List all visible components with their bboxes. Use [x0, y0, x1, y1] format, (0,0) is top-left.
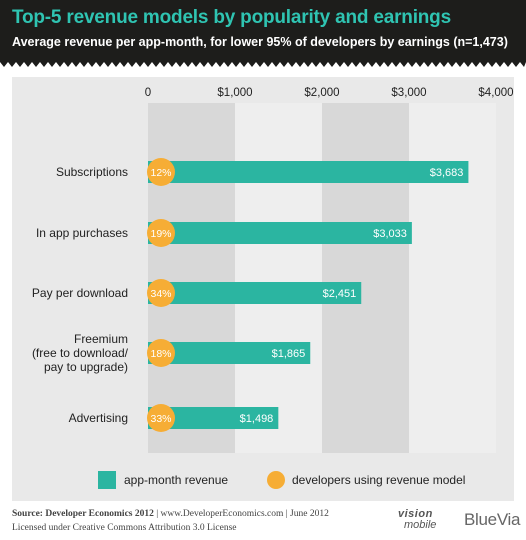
bar-value-label-2: $2,451 [323, 288, 357, 300]
pct-circle-2 [147, 279, 175, 307]
bar-2 [148, 282, 362, 304]
bar-0 [148, 161, 469, 183]
legend-label-developers: developers using revenue model [292, 473, 465, 487]
chart-subtitle: Average revenue per app-month, for lower… [12, 35, 508, 49]
x-tick-label-4: $4,000 [478, 87, 513, 99]
bluevia-logo: BlueVia [464, 510, 521, 529]
pct-label-2: 34% [150, 288, 171, 300]
visionmobile-logo-top: vision [398, 508, 433, 520]
pct-label-1: 19% [150, 228, 171, 240]
pct-circle-0 [147, 158, 175, 186]
chart-title: Top-5 revenue models by popularity and e… [12, 7, 451, 28]
category-label-4: Advertising [69, 411, 128, 425]
bar-1 [148, 222, 412, 244]
bar-chart: 0 $1,000 $2,000 $3,000 $4,000 $3,683 12% Subscr… [32, 87, 514, 489]
category-label-3: Freemium (free to download/pay to upgrade… [32, 332, 129, 374]
header-banner: Top-5 revenue models by popularity and e… [0, 0, 526, 62]
header-zigzag-edge [0, 58, 526, 67]
grid-band-0 [148, 103, 235, 453]
legend-label-revenue: app-month revenue [124, 473, 228, 487]
bar-value-label-4: $1,498 [240, 413, 274, 425]
footer-source-detail: | www.DeveloperEconomics.com | June 2012 [153, 509, 329, 519]
visionmobile-logo: vision mobile [398, 509, 450, 531]
legend-swatch-developers [267, 471, 285, 489]
bar-3 [148, 342, 311, 364]
footer-license: Licensed under Creative Commons Attribut… [12, 523, 237, 533]
pct-label-0: 12% [150, 167, 171, 179]
pct-circle-4 [147, 404, 175, 432]
bar-value-label-1: $3,033 [373, 228, 407, 240]
category-label-2: Pay per download [32, 286, 128, 300]
chart-panel: 0 $1,000 $2,000 $3,000 $4,000 $3,683 12% Subscr… [12, 77, 514, 501]
x-tick-label-0: 0 [145, 87, 151, 99]
footer-source-label: Source: Developer Economics 2012 [12, 509, 154, 519]
footer-source: Source: Developer Economics 2012 | www.D… [12, 509, 329, 519]
category-label-1: In app purchases [36, 226, 128, 240]
pct-circle-3 [147, 339, 175, 367]
visionmobile-logo-bottom: mobile [404, 519, 437, 531]
grid-band-2 [322, 103, 409, 453]
x-tick-label-1: $1,000 [217, 87, 252, 99]
bar-value-label-0: $3,683 [430, 167, 464, 179]
bar-value-label-3: $1,865 [272, 348, 306, 360]
grid-band-1 [235, 103, 322, 453]
bar-4 [148, 407, 279, 429]
x-tick-label-3: $3,000 [391, 87, 426, 99]
pct-label-3: 18% [150, 348, 171, 360]
pct-circle-1 [147, 219, 175, 247]
category-label-0: Subscriptions [56, 165, 128, 179]
x-tick-label-2: $2,000 [304, 87, 339, 99]
pct-label-4: 33% [150, 413, 171, 425]
grid-band-3 [409, 103, 496, 453]
legend-swatch-revenue [98, 471, 116, 489]
